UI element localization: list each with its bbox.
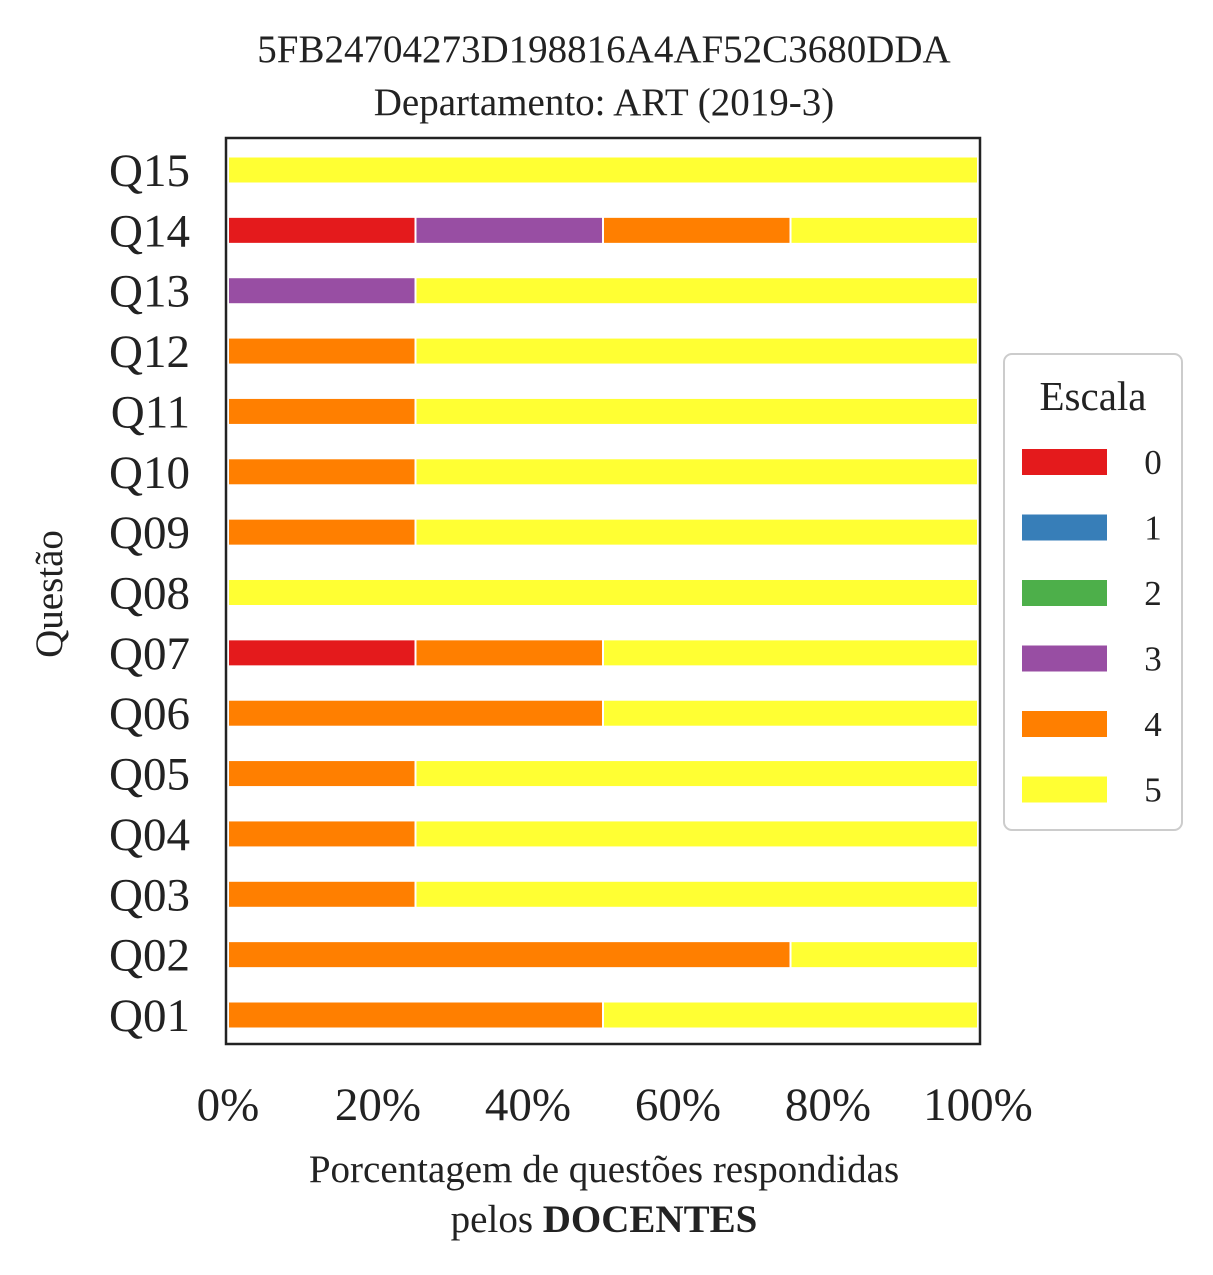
legend-swatch-2: [1022, 580, 1107, 606]
bars-group: [227, 155, 979, 1030]
bar-segment-q12-scale-5: [414, 336, 979, 366]
bar-segment-q07-scale-4: [414, 638, 604, 668]
y-tick-label-q04: Q04: [109, 809, 190, 861]
bar-segment-q15-scale-5: [227, 155, 979, 185]
bar-segment-q10-scale-4: [227, 457, 417, 487]
bar-segment-q02-scale-5: [789, 940, 979, 970]
bar-segment-q03-scale-5: [414, 879, 979, 909]
bar-segment-q07-scale-0: [227, 638, 417, 668]
y-tick-label-q06: Q06: [109, 688, 190, 740]
legend-label-2: 2: [1144, 574, 1162, 613]
legend-label-3: 3: [1144, 640, 1162, 679]
bar-segment-q14-scale-4: [602, 215, 792, 245]
x-tick-label-0: 0%: [197, 1079, 260, 1131]
y-tick-label-q10: Q10: [109, 447, 190, 499]
legend-title: Escala: [1040, 373, 1147, 419]
bar-segment-q02-scale-4: [227, 940, 792, 970]
bar-segment-q14-scale-5: [789, 215, 979, 245]
y-tick-label-q13: Q13: [109, 266, 190, 318]
bar-segment-q01-scale-4: [227, 1000, 604, 1030]
x-tick-label-4: 80%: [785, 1079, 871, 1131]
bar-segment-q13-scale-5: [414, 276, 979, 306]
bar-segment-q04-scale-5: [414, 819, 979, 849]
x-tick-label-1: 20%: [335, 1079, 421, 1131]
legend-label-5: 5: [1144, 771, 1162, 810]
y-tick-label-q02: Q02: [109, 930, 190, 982]
bar-segment-q05-scale-4: [227, 759, 417, 789]
bar-segment-q13-scale-3: [227, 276, 417, 306]
bar-segment-q14-scale-3: [414, 215, 604, 245]
plot-frame: [224, 136, 982, 1046]
x-axis-label-line1: Porcentagem de questões respondidas: [309, 1148, 899, 1191]
bar-segment-q07-scale-5: [602, 638, 979, 668]
y-tick-label-q12: Q12: [109, 326, 190, 378]
x-tick-label-5: 100%: [923, 1079, 1033, 1131]
bar-segment-q09-scale-5: [414, 517, 979, 547]
bar-segment-q14-scale-0: [227, 215, 417, 245]
y-tick-labels: Q01 Q02 Q03 Q04 Q05 Q06 Q07 Q08 Q09 Q10 Q11 Q12 Q13 Q…: [109, 145, 190, 1042]
bar-segment-q09-scale-4: [227, 517, 417, 547]
bar-segment-q12-scale-4: [227, 336, 417, 366]
bar-segment-q06-scale-4: [227, 698, 604, 728]
bar-segment-q10-scale-5: [414, 457, 979, 487]
bar-segment-q01-scale-5: [602, 1000, 979, 1030]
legend: Escala 0 1 2 3 4 5: [1003, 353, 1183, 831]
y-axis-label: Questão: [28, 530, 71, 658]
x-tick-label-2: 40%: [485, 1079, 571, 1131]
chart-subtitle: Departamento: ART (2019-3): [374, 81, 835, 124]
legend-swatch-4: [1022, 711, 1107, 737]
bar-segment-q11-scale-5: [414, 396, 979, 426]
y-tick-label-q08: Q08: [109, 568, 190, 620]
legend-label-0: 0: [1144, 443, 1162, 482]
x-axis-label-line2: pelos DOCENTES: [451, 1198, 758, 1241]
y-tick-label-q11: Q11: [111, 386, 190, 438]
legend-swatch-5: [1022, 776, 1107, 803]
legend-swatch-1: [1022, 514, 1107, 541]
legend-label-1: 1: [1144, 509, 1162, 548]
legend-items: 0 1 2 3 4 5: [1022, 443, 1162, 810]
y-tick-label-q03: Q03: [109, 869, 190, 921]
legend-swatch-3: [1022, 645, 1107, 672]
bar-segment-q05-scale-5: [414, 759, 979, 789]
y-tick-label-q05: Q05: [109, 749, 190, 801]
bar-segment-q06-scale-5: [602, 698, 979, 728]
y-tick-label-q01: Q01: [109, 990, 190, 1042]
legend-label-4: 4: [1144, 705, 1162, 744]
x-tick-labels: 0% 20% 40% 60% 80% 100%: [197, 1079, 1033, 1131]
legend-swatch-0: [1022, 449, 1107, 475]
bar-segment-q03-scale-4: [227, 879, 417, 909]
y-tick-label-q14: Q14: [109, 205, 190, 257]
chart-title: 5FB24704273D198816A4AF52C3680DDA: [257, 28, 950, 71]
y-tick-label-q15: Q15: [109, 145, 190, 197]
x-axis-label-bold: DOCENTES: [543, 1198, 758, 1241]
bar-segment-q11-scale-4: [227, 396, 417, 426]
bar-segment-q08-scale-5: [227, 578, 979, 607]
y-tick-label-q09: Q09: [109, 507, 190, 559]
bar-segment-q04-scale-4: [227, 819, 417, 849]
y-tick-label-q07: Q07: [109, 628, 190, 680]
x-tick-label-3: 60%: [635, 1079, 721, 1131]
x-axis-label-prefix: pelos: [451, 1198, 543, 1241]
